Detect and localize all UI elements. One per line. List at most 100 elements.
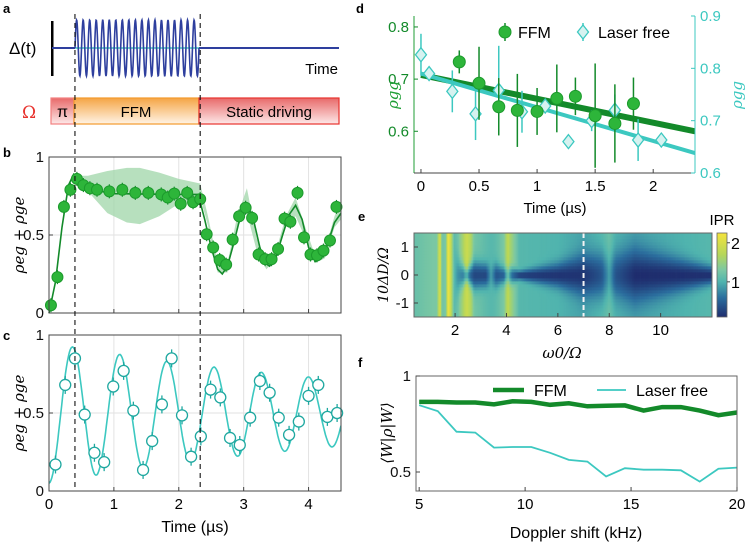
data-point bbox=[227, 234, 238, 245]
data-point bbox=[284, 429, 295, 440]
data-point bbox=[247, 212, 258, 223]
panel-label-b: b bbox=[3, 145, 11, 160]
y-tick-label: 1 bbox=[36, 327, 44, 344]
legend-ffm-marker bbox=[499, 26, 511, 38]
panel-label-e: e bbox=[358, 209, 365, 224]
ffm-point bbox=[569, 90, 581, 102]
data-point bbox=[175, 198, 186, 209]
x-tick-label: 3 bbox=[239, 496, 247, 513]
data-point bbox=[79, 409, 90, 420]
data-point bbox=[169, 188, 180, 199]
x-tick-label: 2 bbox=[175, 496, 183, 513]
ffm-point bbox=[609, 117, 621, 129]
data-point bbox=[166, 353, 177, 364]
ffm-point bbox=[453, 56, 465, 68]
ffm-point bbox=[551, 92, 563, 104]
y-tick-label: 0 bbox=[36, 483, 44, 500]
panel-label-d: d bbox=[356, 1, 364, 16]
data-point bbox=[313, 379, 324, 390]
data-point bbox=[208, 242, 219, 253]
x-tick-label: 4 bbox=[304, 496, 312, 513]
ffm-point bbox=[493, 101, 505, 113]
panel-b-chart: 00.51 bbox=[23, 149, 342, 322]
panel-label-c: c bbox=[3, 328, 10, 343]
ffm-point bbox=[473, 77, 485, 89]
data-point bbox=[177, 410, 188, 421]
data-point bbox=[318, 245, 329, 256]
data-point bbox=[273, 244, 284, 255]
data-point bbox=[89, 447, 100, 458]
data-point bbox=[221, 259, 232, 270]
y-tick-label: 0.7 bbox=[700, 113, 721, 130]
data-point bbox=[254, 376, 265, 387]
x-tick-label: 0.5 bbox=[469, 178, 490, 195]
x-tick-label: 0 bbox=[417, 178, 425, 195]
data-point bbox=[156, 399, 167, 410]
data-point bbox=[117, 184, 128, 195]
data-point bbox=[240, 202, 251, 213]
data-point bbox=[130, 187, 141, 198]
data-point bbox=[273, 412, 284, 423]
y-tick-label: 0.8 bbox=[388, 19, 409, 36]
y-tick-label: 0 bbox=[36, 305, 44, 322]
data-point bbox=[225, 432, 236, 443]
data-point bbox=[299, 232, 310, 243]
x-tick-label: 1.5 bbox=[585, 178, 606, 195]
x-tick-label: 2 bbox=[649, 178, 657, 195]
data-point bbox=[331, 201, 342, 212]
data-point bbox=[205, 384, 216, 395]
data-point bbox=[285, 216, 296, 227]
data-point bbox=[147, 436, 158, 447]
data-point bbox=[108, 381, 119, 392]
legend-laser-free-label: Laser free bbox=[598, 25, 670, 42]
x-tick-label: 1 bbox=[533, 178, 541, 195]
data-point bbox=[292, 187, 303, 198]
data-point bbox=[324, 235, 335, 246]
panel-a-schematic: Δ(t) Time Ω π FFM Static driving bbox=[9, 20, 339, 124]
data-point bbox=[92, 184, 103, 195]
data-point bbox=[52, 272, 63, 283]
x-tick-label: 1 bbox=[110, 496, 118, 513]
data-point bbox=[128, 405, 139, 416]
data-point bbox=[186, 451, 197, 462]
data-point bbox=[201, 229, 212, 240]
ffm-point bbox=[627, 98, 639, 110]
data-point bbox=[118, 365, 129, 376]
legend-ffm-label: FFM bbox=[518, 25, 551, 42]
delta-label: Δ(t) bbox=[9, 39, 36, 58]
y-tick-label: 0.6 bbox=[700, 165, 721, 182]
omega-label: Ω bbox=[22, 103, 36, 123]
ffm-point bbox=[531, 105, 543, 117]
data-point bbox=[65, 184, 76, 195]
data-point bbox=[45, 300, 56, 311]
data-point bbox=[293, 416, 304, 427]
data-point bbox=[60, 379, 71, 390]
data-point bbox=[143, 187, 154, 198]
x-tick-label: 0 bbox=[45, 496, 53, 513]
panel-label-a: a bbox=[3, 1, 11, 16]
panel-label-f: f bbox=[358, 355, 363, 370]
data-point bbox=[58, 201, 69, 212]
y-tick-label: 1 bbox=[36, 149, 44, 166]
time-axis-label: Time bbox=[305, 61, 338, 78]
y-tick-label: 0.9 bbox=[700, 8, 721, 25]
data-point bbox=[303, 390, 314, 401]
ffm-segment-label: FFM bbox=[121, 104, 152, 121]
data-point bbox=[50, 459, 61, 470]
y-tick-label: 0.6 bbox=[388, 123, 409, 140]
data-point bbox=[195, 431, 206, 442]
data-point bbox=[104, 186, 115, 197]
data-point bbox=[266, 254, 277, 265]
data-point bbox=[264, 387, 275, 398]
ffm-point bbox=[511, 104, 523, 116]
data-point bbox=[99, 457, 110, 468]
ffm-point bbox=[589, 110, 601, 122]
data-point bbox=[215, 392, 226, 403]
data-point bbox=[138, 464, 149, 475]
pi-pulse-label: π bbox=[57, 104, 68, 121]
y-tick-label: 0.8 bbox=[700, 60, 721, 77]
